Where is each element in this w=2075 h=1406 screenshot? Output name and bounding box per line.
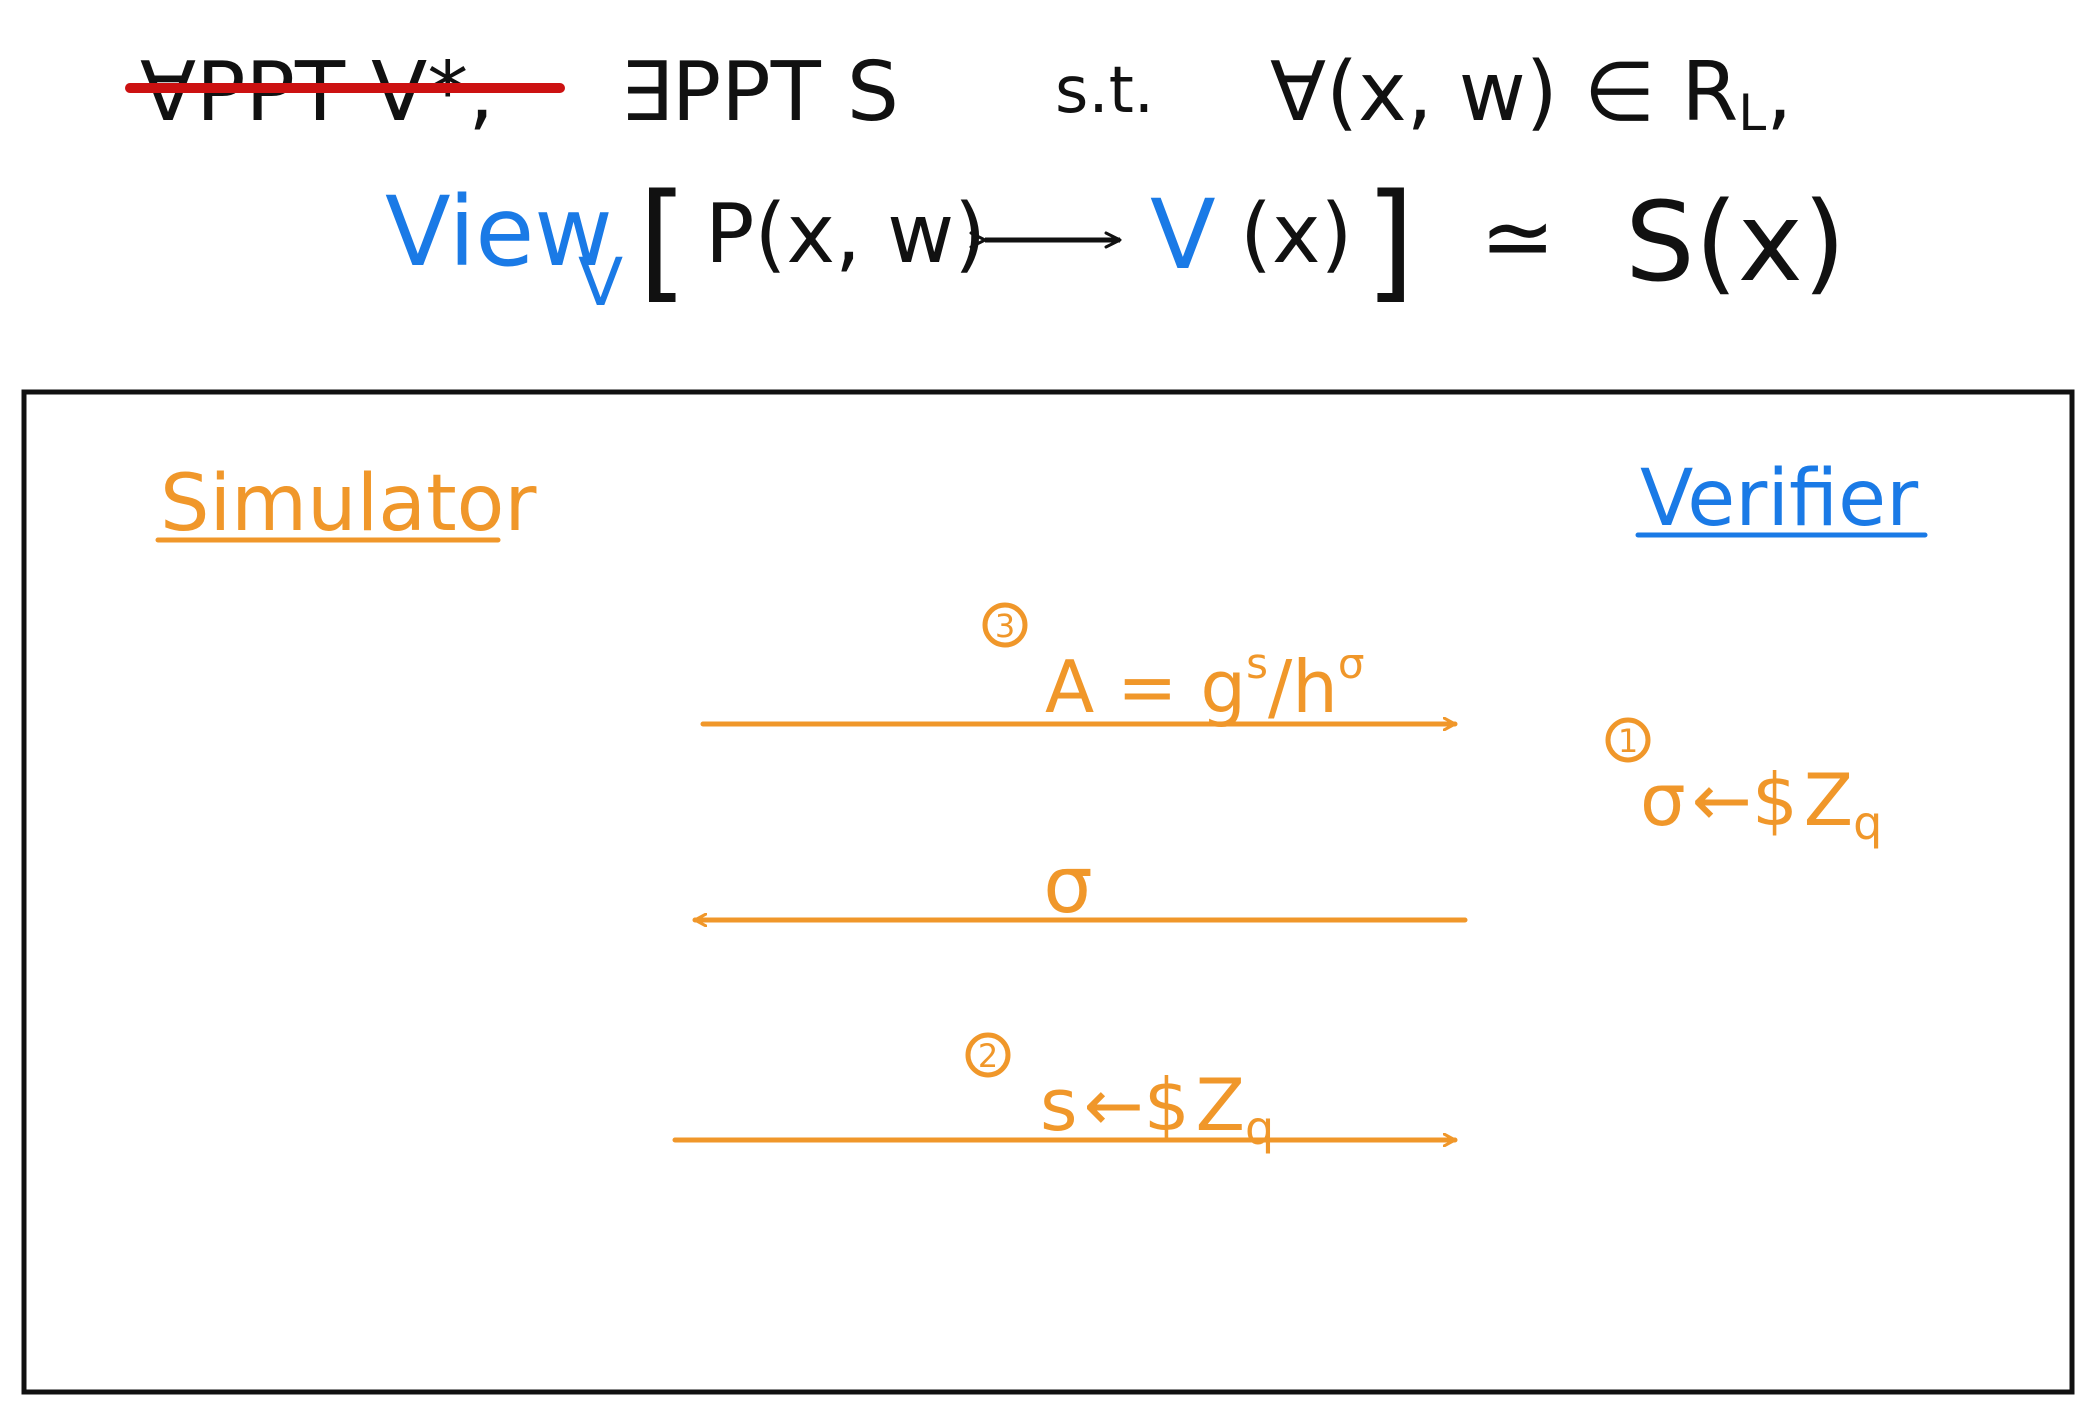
- view-subscript: V: [578, 244, 623, 321]
- trailing-comma: ,: [1766, 45, 1792, 140]
- commitment-div-h: /h: [1268, 645, 1338, 729]
- such-that: s.t.: [1055, 54, 1154, 128]
- approx-symbol: ≃: [1480, 185, 1555, 290]
- response-label: s←$Zq: [1040, 1063, 1274, 1155]
- commitment-exp-s: s: [1246, 639, 1268, 688]
- step-1-circle: [1605, 717, 1651, 763]
- commitment-main: A = g: [1045, 645, 1246, 729]
- commitment-exp-sigma: σ: [1338, 639, 1365, 688]
- definition-line-1: ∀PPT V*, ∃PPT S s.t. ∀(x, w) ∈ RL,: [125, 45, 1792, 142]
- definition-line-2: View V [ P(x, w) V (x) ] ≃ S(x): [385, 167, 1846, 321]
- message-challenge: σ: [692, 841, 1468, 931]
- commitment-label: A = gs/hσ: [1045, 639, 1364, 729]
- close-bracket: ]: [1365, 167, 1415, 316]
- response-group-q: q: [1245, 1101, 1274, 1155]
- for-all-relation: ∀(x, w) ∈ RL,: [1270, 45, 1792, 142]
- relation-subscript: L: [1738, 84, 1766, 142]
- open-bracket: [: [638, 167, 688, 316]
- verifier-label: Verifier: [1640, 454, 1919, 544]
- exists-simulator: ∃PPT S: [620, 45, 899, 140]
- step-2-number: 2: [978, 1037, 998, 1075]
- response-group-z: Z: [1196, 1063, 1245, 1147]
- simulator-party: Simulator: [155, 459, 537, 549]
- simulator-output: S(x): [1625, 178, 1846, 306]
- prover-term: P(x, w): [705, 187, 986, 282]
- view-label: View: [385, 176, 613, 288]
- simulator-label: Simulator: [160, 459, 537, 549]
- verifier-sampling-var: σ: [1640, 758, 1686, 842]
- verifier-sampling-label: σ←$Zq: [1640, 758, 1882, 850]
- message-commitment: 3 A = gs/hσ: [700, 602, 1458, 729]
- protocol-box: [21, 389, 2075, 1395]
- step-1-number: 1: [1618, 722, 1638, 760]
- response-sample-arrow: ←$: [1084, 1063, 1190, 1147]
- verifier-sampling-group-z: Z: [1804, 758, 1853, 842]
- response-var-s: s: [1040, 1063, 1078, 1147]
- verifier-argument: (x): [1240, 187, 1353, 282]
- challenge-label: σ: [1043, 841, 1092, 931]
- verifier-symbol: V: [1150, 179, 1216, 291]
- verifier-sampling-group-q: q: [1853, 796, 1882, 850]
- step-2-circle: [965, 1032, 1011, 1078]
- step-3-number: 3: [995, 607, 1015, 645]
- verifier-party: Verifier: [1635, 454, 1928, 544]
- message-response: 2 s←$Zq: [672, 1032, 1458, 1155]
- verifier-sampling-arrow: ←$: [1692, 758, 1798, 842]
- for-all-relation-main: ∀(x, w) ∈ R: [1270, 45, 1738, 140]
- verifier-challenge-sampling: 1 σ←$Zq: [1605, 717, 1882, 850]
- step-3-circle: [982, 602, 1028, 648]
